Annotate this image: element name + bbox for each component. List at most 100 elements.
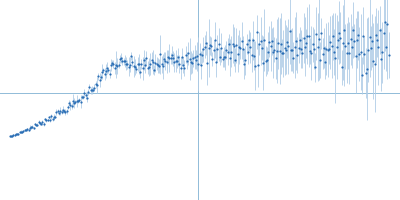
Point bbox=[37, 122, 43, 125]
Point bbox=[99, 70, 105, 74]
Point bbox=[230, 42, 236, 45]
Point bbox=[247, 46, 254, 49]
Point bbox=[360, 34, 366, 37]
Point bbox=[358, 50, 364, 54]
Point bbox=[181, 66, 188, 70]
Point bbox=[92, 83, 99, 86]
Point bbox=[268, 44, 274, 47]
Point bbox=[298, 47, 304, 50]
Point bbox=[208, 45, 214, 48]
Point bbox=[19, 130, 26, 134]
Point bbox=[70, 99, 76, 102]
Point bbox=[190, 57, 196, 60]
Point bbox=[136, 63, 142, 66]
Point bbox=[112, 66, 118, 69]
Point bbox=[29, 125, 36, 128]
Point bbox=[372, 62, 378, 66]
Point bbox=[306, 34, 312, 37]
Point bbox=[255, 63, 261, 66]
Point bbox=[182, 53, 189, 56]
Point bbox=[248, 54, 255, 57]
Point bbox=[176, 62, 182, 66]
Point bbox=[157, 53, 164, 56]
Point bbox=[189, 61, 195, 65]
Point bbox=[113, 63, 119, 67]
Point bbox=[100, 69, 106, 72]
Point bbox=[200, 48, 207, 51]
Point bbox=[374, 39, 380, 42]
Point bbox=[320, 52, 326, 55]
Point bbox=[272, 57, 279, 60]
Point bbox=[94, 84, 100, 87]
Point bbox=[175, 56, 181, 59]
Point bbox=[132, 66, 138, 69]
Point bbox=[119, 59, 126, 63]
Point bbox=[90, 88, 96, 91]
Point bbox=[212, 38, 218, 42]
Point bbox=[228, 50, 234, 53]
Point bbox=[227, 56, 233, 59]
Point bbox=[295, 47, 302, 50]
Point bbox=[123, 62, 129, 65]
Point bbox=[317, 58, 323, 61]
Point bbox=[210, 48, 217, 51]
Point bbox=[362, 72, 369, 75]
Point bbox=[376, 28, 383, 32]
Point bbox=[40, 122, 47, 125]
Point bbox=[18, 130, 24, 133]
Point bbox=[222, 55, 228, 59]
Point bbox=[23, 128, 29, 132]
Point bbox=[309, 43, 316, 46]
Point bbox=[126, 65, 132, 68]
Point bbox=[203, 41, 209, 44]
Point bbox=[22, 128, 28, 132]
Point bbox=[261, 38, 268, 42]
Point bbox=[58, 110, 65, 113]
Point bbox=[369, 39, 375, 42]
Point bbox=[352, 54, 359, 57]
Point bbox=[76, 99, 82, 102]
Point bbox=[368, 46, 374, 50]
Point bbox=[39, 121, 46, 124]
Point bbox=[383, 45, 389, 48]
Point bbox=[236, 46, 242, 49]
Point bbox=[124, 63, 131, 66]
Point bbox=[234, 52, 241, 55]
Point bbox=[129, 60, 136, 63]
Point bbox=[346, 51, 352, 54]
Point bbox=[379, 51, 386, 54]
Point bbox=[302, 45, 308, 48]
Point bbox=[321, 47, 327, 50]
Point bbox=[380, 32, 387, 35]
Point bbox=[143, 57, 150, 60]
Point bbox=[71, 101, 77, 105]
Point bbox=[327, 41, 334, 44]
Point bbox=[243, 42, 250, 45]
Point bbox=[43, 119, 50, 122]
Point bbox=[84, 96, 90, 99]
Point bbox=[307, 49, 313, 53]
Point bbox=[375, 46, 382, 49]
Point bbox=[38, 122, 44, 126]
Point bbox=[85, 91, 91, 94]
Point bbox=[333, 46, 340, 49]
Point bbox=[160, 65, 166, 68]
Point bbox=[373, 34, 379, 37]
Point bbox=[279, 52, 285, 55]
Point bbox=[117, 57, 123, 61]
Point bbox=[130, 65, 137, 68]
Point bbox=[303, 42, 309, 45]
Point bbox=[257, 39, 264, 43]
Point bbox=[294, 53, 300, 56]
Point bbox=[96, 78, 103, 81]
Point bbox=[245, 50, 251, 53]
Point bbox=[114, 64, 120, 67]
Point bbox=[364, 67, 370, 71]
Point bbox=[198, 64, 204, 67]
Point bbox=[134, 63, 141, 66]
Point bbox=[382, 21, 388, 24]
Point bbox=[50, 118, 56, 121]
Point bbox=[48, 115, 54, 118]
Point bbox=[108, 64, 114, 67]
Point bbox=[350, 29, 356, 32]
